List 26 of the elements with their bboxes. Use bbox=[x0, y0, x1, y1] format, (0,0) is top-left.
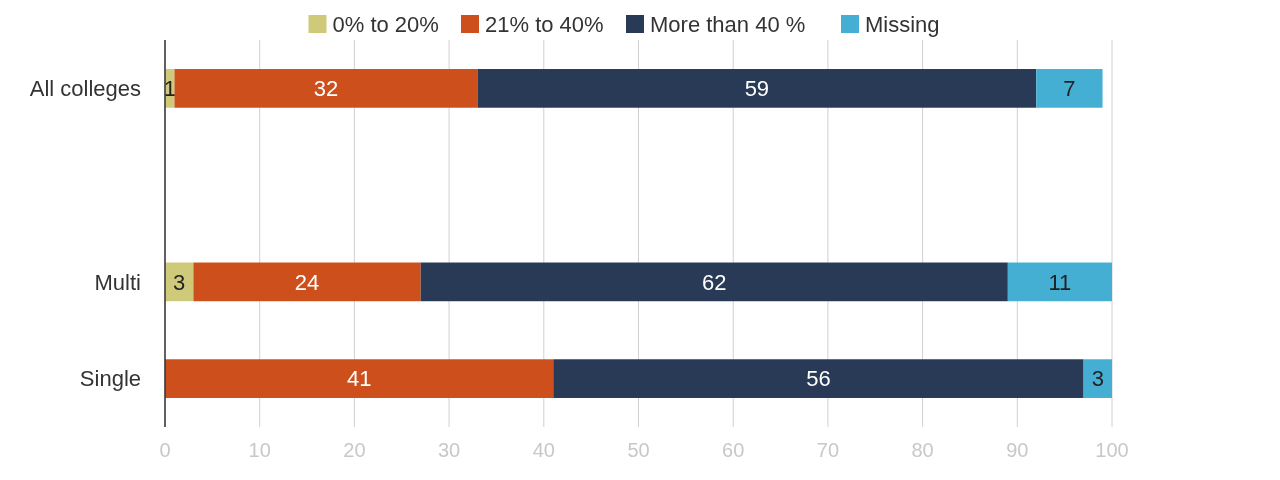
data-label: 32 bbox=[313, 76, 339, 102]
data-label: 3 bbox=[173, 269, 186, 295]
legend-label: Missing bbox=[865, 11, 940, 37]
y-tick-label: Single bbox=[79, 366, 141, 392]
data-label: 7 bbox=[1063, 76, 1076, 102]
bar bbox=[553, 359, 1084, 398]
legend-label: More than 40 % bbox=[650, 11, 806, 37]
bar bbox=[165, 359, 554, 398]
bar bbox=[477, 69, 1037, 108]
bar bbox=[1007, 262, 1112, 302]
data-label: 11 bbox=[1048, 269, 1072, 295]
bar bbox=[174, 69, 478, 108]
y-tick-label: All colleges bbox=[29, 76, 141, 102]
data-label: 24 bbox=[294, 269, 320, 295]
data-label: 41 bbox=[346, 366, 372, 392]
legend-label: 21% to 40% bbox=[485, 11, 604, 37]
legend-label: 0% to 20% bbox=[332, 11, 439, 37]
data-label: 3 bbox=[1091, 366, 1104, 392]
bar bbox=[1083, 359, 1112, 398]
bar bbox=[193, 262, 421, 302]
bar bbox=[420, 262, 1008, 302]
data-label: 56 bbox=[806, 366, 831, 392]
data-label: 59 bbox=[744, 76, 770, 102]
data-label: 62 bbox=[702, 269, 727, 295]
y-tick-label: Multi bbox=[94, 269, 141, 295]
bar bbox=[1036, 69, 1103, 108]
